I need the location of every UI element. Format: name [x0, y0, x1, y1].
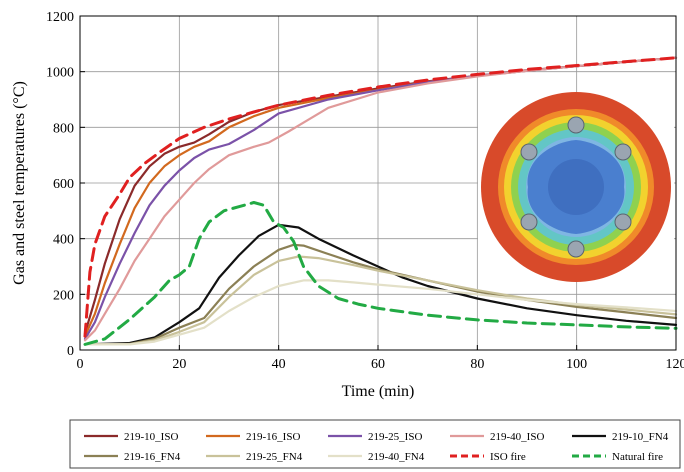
- y-tick-label: 400: [53, 233, 74, 248]
- legend-label-natural-fire: Natural fire: [612, 451, 663, 463]
- x-tick-label: 100: [566, 357, 587, 372]
- legend-label-219-25-iso: 219-25_ISO: [368, 431, 422, 443]
- legend-label-219-40-iso: 219-40_ISO: [490, 431, 544, 443]
- x-tick-label: 40: [272, 357, 286, 372]
- series-line-219-10-fn4: [83, 223, 678, 346]
- legend-label-219-40-fn4: 219-40_FN4: [368, 451, 425, 463]
- y-tick-label: 600: [53, 177, 74, 192]
- y-tick-label: 1200: [46, 10, 74, 25]
- series-line-iso-fire: [83, 56, 678, 338]
- legend: 219-10_ISO 219-16_ISO 219-25_ISO 219-40_ISO…: [84, 431, 669, 463]
- y-tick-label: 800: [53, 121, 74, 136]
- legend-label-219-16-fn4: 219-16_FN4: [124, 451, 181, 463]
- cross-section-inset-image: [478, 92, 674, 282]
- x-tick-label: 60: [371, 357, 385, 372]
- legend-frame: [69, 419, 681, 469]
- legend-label-219-16-iso: 219-16_ISO: [246, 431, 300, 443]
- y-tick-label: 0: [67, 344, 74, 359]
- legend-label-219-10-fn4: 219-10_FN4: [612, 431, 669, 443]
- series-line-natural-fire: [83, 201, 678, 346]
- x-tick-label: 80: [470, 357, 484, 372]
- y-axis-title: Gas and steel temperatures (°C): [11, 81, 28, 285]
- x-tick-label: 120: [666, 357, 684, 372]
- y-tick-label: 200: [53, 288, 74, 303]
- x-tick-label: 0: [77, 357, 84, 372]
- legend-label-219-25-fn4: 219-25_FN4: [246, 451, 303, 463]
- legend-label-iso-fire: ISO fire: [490, 451, 526, 463]
- y-tick-label: 1000: [46, 66, 74, 81]
- legend-label-219-10-iso: 219-10_ISO: [124, 431, 178, 443]
- series-lines: [83, 56, 678, 346]
- x-axis-title: Time (min): [342, 383, 415, 400]
- series-line-219-40-iso: [83, 56, 678, 342]
- x-tick-label: 20: [172, 357, 186, 372]
